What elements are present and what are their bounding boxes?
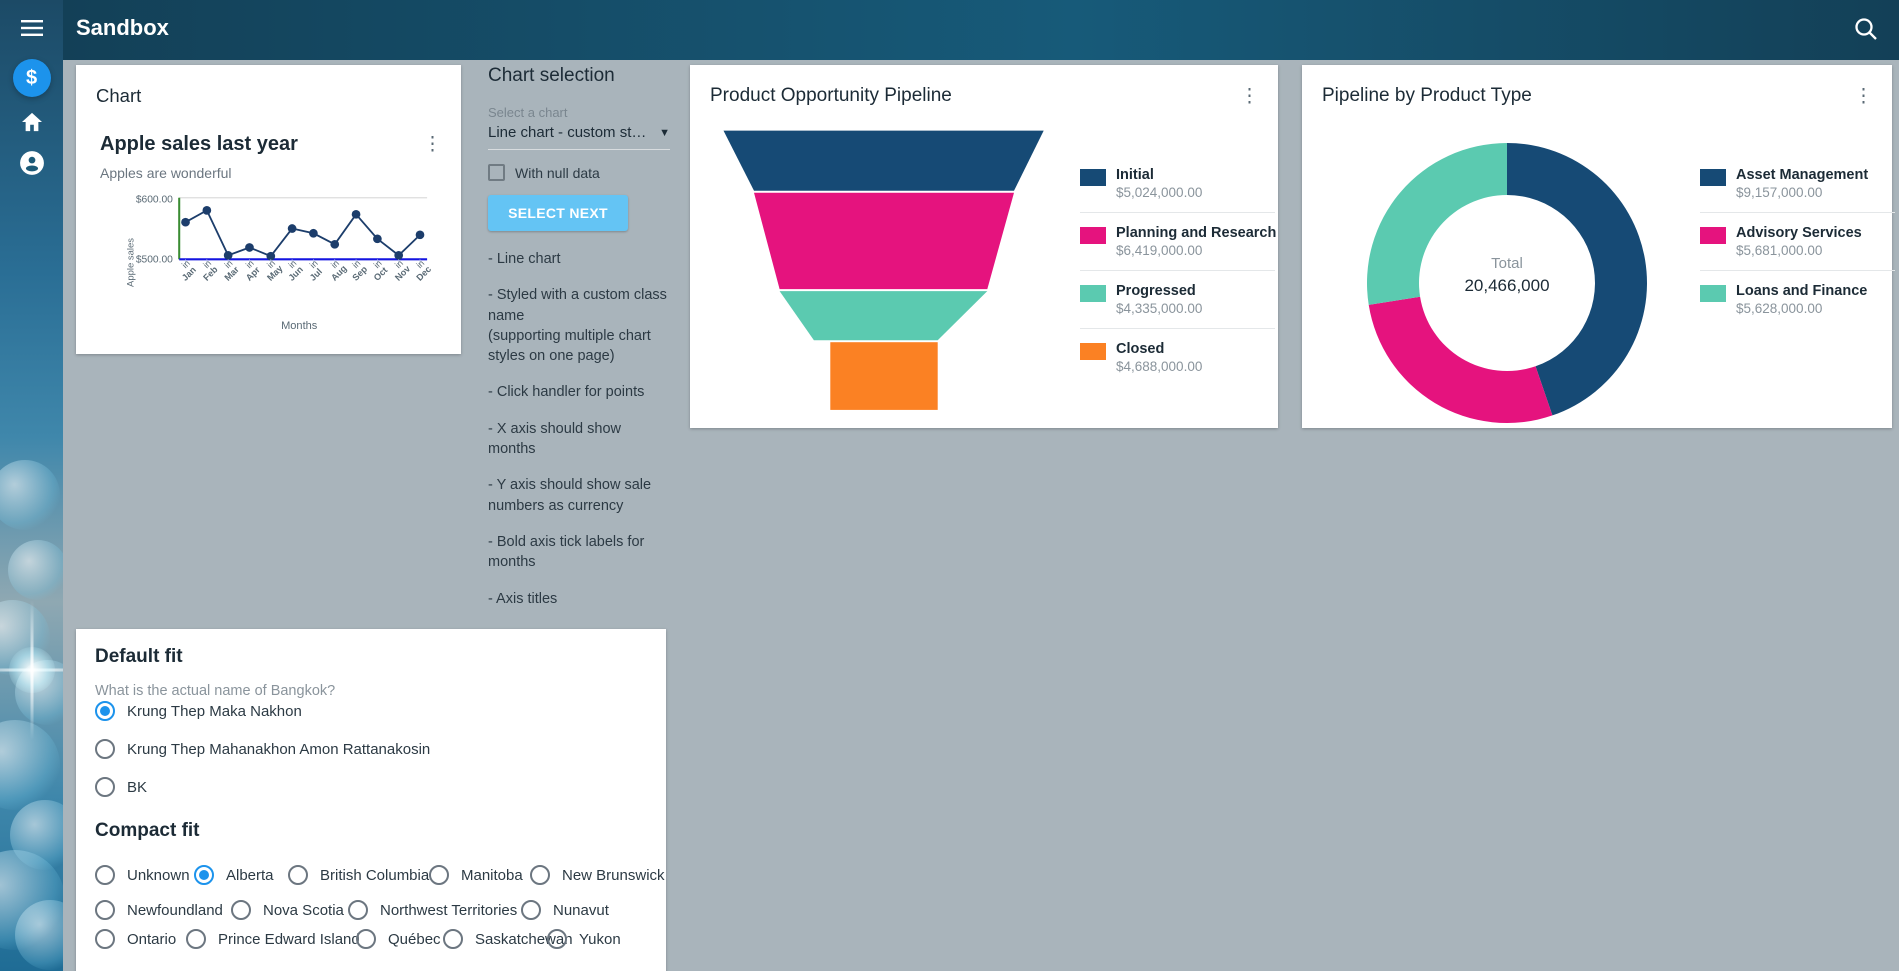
svg-text:Months: Months: [281, 320, 318, 332]
svg-text:Jun: Jun: [286, 264, 304, 282]
svg-text:Oct: Oct: [372, 265, 390, 283]
svg-text:$500.00: $500.00: [136, 254, 173, 265]
svg-text:$600.00: $600.00: [136, 194, 173, 205]
svg-text:Jan: Jan: [180, 265, 198, 283]
svg-text:Apple sales: Apple sales: [125, 238, 136, 287]
svg-text:Jul: Jul: [308, 267, 324, 283]
svg-text:Apr: Apr: [244, 264, 262, 282]
